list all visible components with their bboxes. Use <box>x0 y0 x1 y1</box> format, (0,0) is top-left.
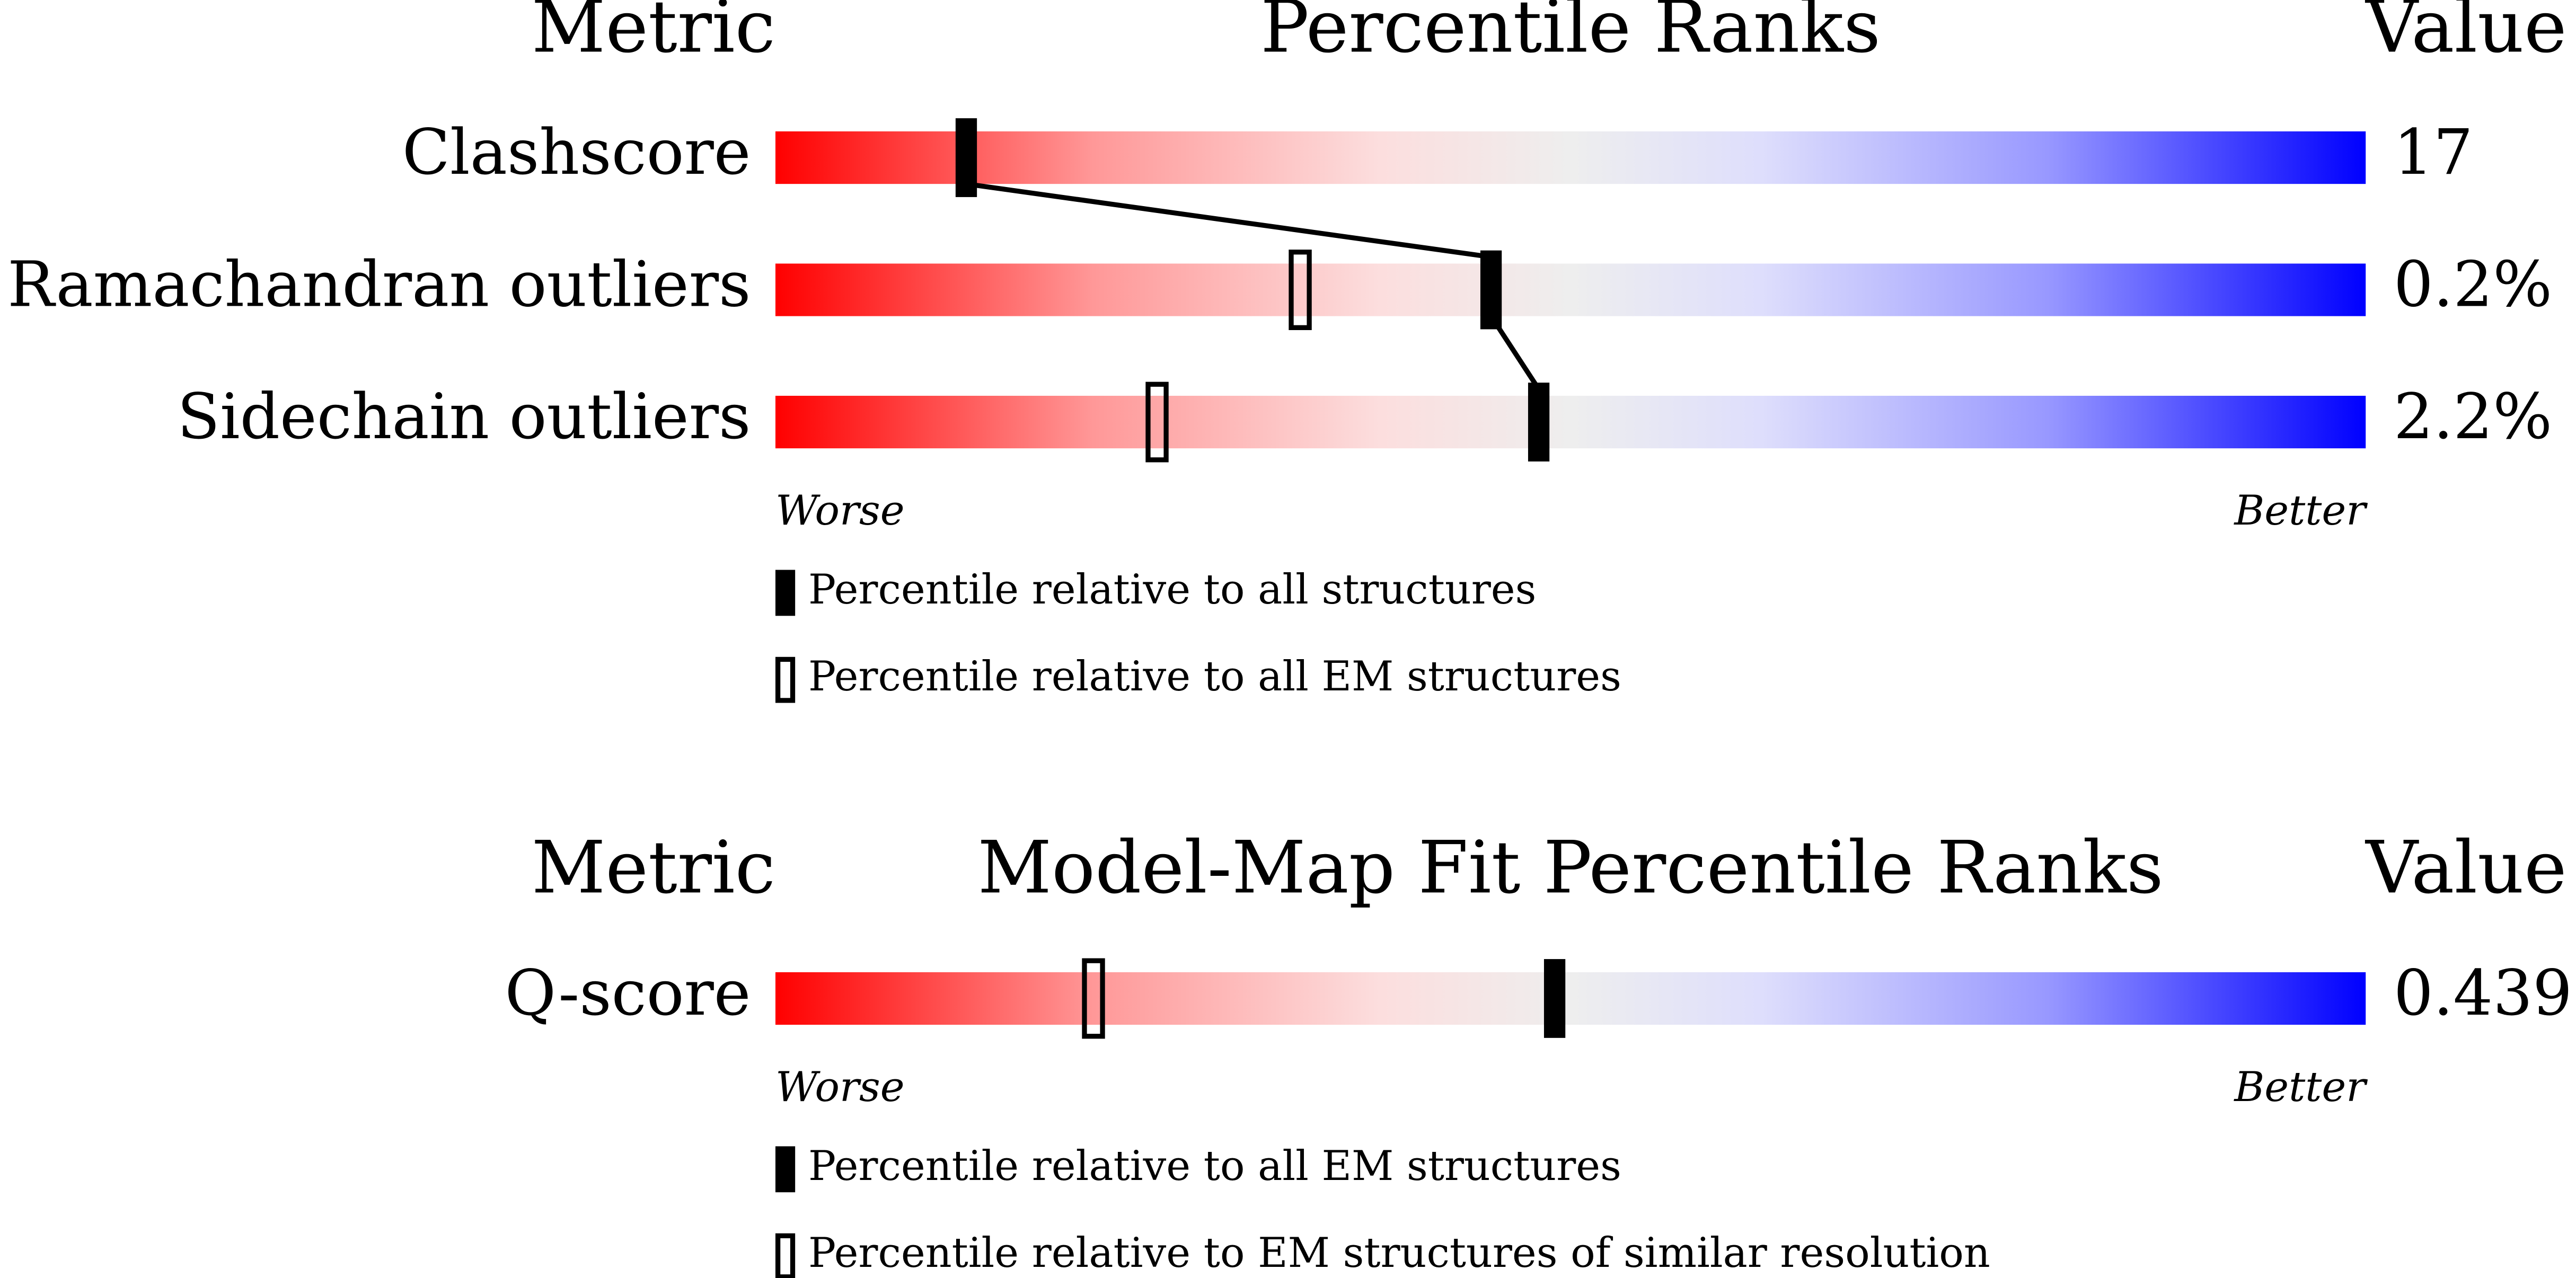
gradient-bar <box>775 263 2366 316</box>
connector <box>1489 315 1541 391</box>
legend-icon <box>775 656 796 703</box>
percentile-ref-marker <box>1082 958 1105 1039</box>
metric-label: Ramachandran outliers <box>7 248 751 321</box>
percentile-ref-marker <box>1145 381 1169 463</box>
metric-label: Q-score <box>505 957 751 1030</box>
value-label: 2.2% <box>2394 380 2552 453</box>
value-header: Value <box>2365 826 2566 910</box>
gradient-bar <box>775 395 2366 449</box>
gradient-bar <box>775 972 2366 1025</box>
value-label: 17 <box>2394 116 2473 189</box>
value-header: Value <box>2365 0 2566 69</box>
connector <box>966 181 1492 260</box>
metric-header: Metric <box>532 0 775 69</box>
legend-icon <box>775 1146 796 1193</box>
chart-title: Model-Map Fit Percentile Ranks <box>977 826 2163 910</box>
metric-label: Sidechain outliers <box>177 380 751 453</box>
metric-label: Clashscore <box>402 116 751 189</box>
worse-label: Worse <box>775 1063 905 1111</box>
better-label: Better <box>2233 487 2368 535</box>
metric-header: Metric <box>532 826 775 910</box>
legend-label: Percentile relative to all structures <box>808 566 1536 614</box>
legend-icon <box>775 570 796 616</box>
percentile-ref-marker <box>1289 250 1312 330</box>
percentile-marker <box>1543 959 1566 1038</box>
chart-title: Percentile Ranks <box>1260 0 1881 69</box>
value-label: 0.439 <box>2394 957 2572 1030</box>
legend-label: Percentile relative to all EM structures <box>808 653 1621 700</box>
legend-label: Percentile relative to all EM structures <box>808 1142 1621 1190</box>
legend-icon <box>775 1233 796 1278</box>
value-label: 0.2% <box>2394 248 2552 321</box>
worse-label: Worse <box>775 487 905 535</box>
percentile-marker <box>1528 383 1550 462</box>
legend-label: Percentile relative to EM structures of … <box>808 1229 1990 1277</box>
better-label: Better <box>2233 1063 2368 1111</box>
gradient-bar <box>775 131 2366 184</box>
